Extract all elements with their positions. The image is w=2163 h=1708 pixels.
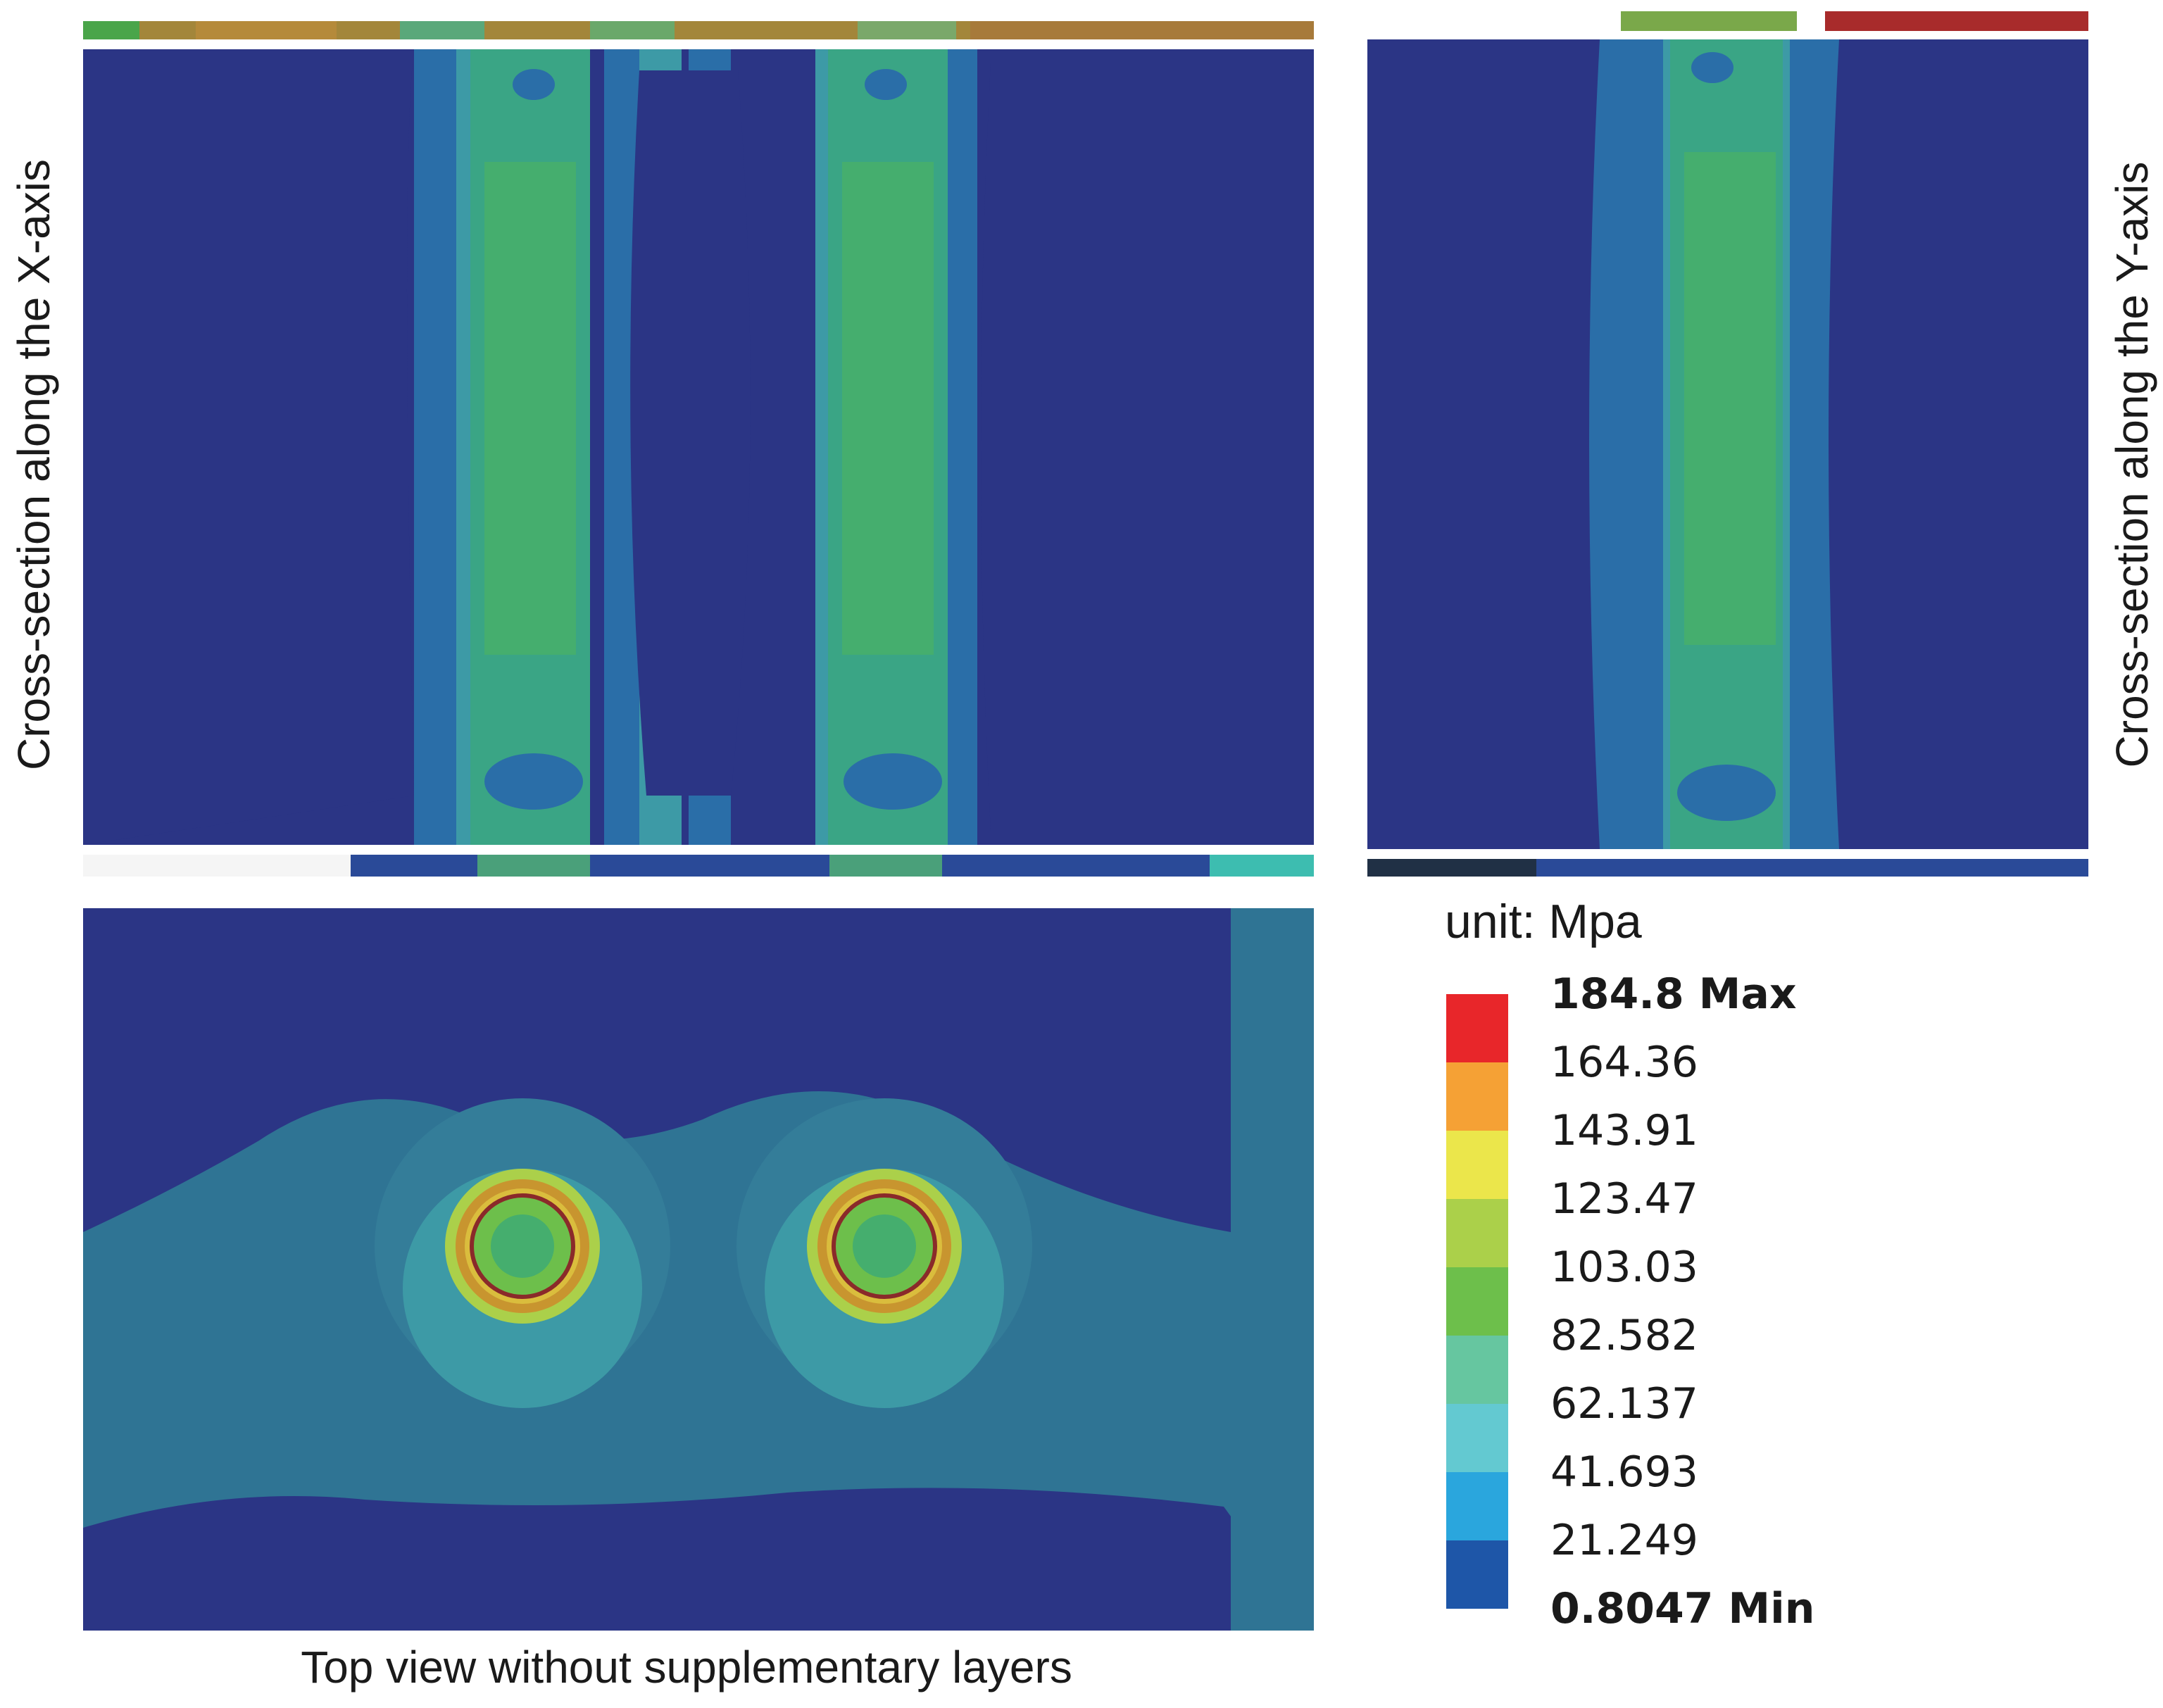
legend-level-label: 21.249 bbox=[1550, 1516, 1698, 1565]
legend-swatch bbox=[1446, 1472, 1508, 1540]
y-axis-cross-section-plot bbox=[1367, 11, 2088, 877]
x-axis-cross-section-plot bbox=[83, 21, 1314, 877]
legend-swatch bbox=[1446, 1131, 1508, 1199]
legend-level-label: 62.137 bbox=[1550, 1379, 1698, 1428]
legend-swatch bbox=[1446, 1267, 1508, 1336]
legend-swatch bbox=[1446, 1062, 1508, 1131]
top-view-caption: Top view without supplementary layers bbox=[301, 1642, 1072, 1693]
y-axis-caption: Cross-section along the Y-axis bbox=[2107, 161, 2157, 768]
legend-level-label: 143.91 bbox=[1550, 1106, 1698, 1155]
legend-level-label: 0.8047 Min bbox=[1550, 1584, 1815, 1633]
legend-unit: unit: Mpa bbox=[1445, 895, 1642, 948]
x-axis-caption: Cross-section along the X-axis bbox=[8, 159, 59, 770]
legend-swatch bbox=[1446, 994, 1508, 1062]
legend-level-label: 82.582 bbox=[1550, 1311, 1698, 1360]
legend-level-label: 123.47 bbox=[1550, 1174, 1698, 1224]
legend-swatch bbox=[1446, 1404, 1508, 1472]
legend-level-label: 41.693 bbox=[1550, 1448, 1698, 1497]
legend-level-label: 103.03 bbox=[1550, 1243, 1698, 1292]
legend-level-label: 164.36 bbox=[1550, 1038, 1698, 1087]
stress-legend: unit: Mpa 184.8 Max 164.36 143.91 123.47 103… bbox=[1445, 894, 2149, 1640]
top-view-plot bbox=[83, 908, 1314, 1631]
legend-color-scale bbox=[1446, 994, 1508, 1609]
legend-swatch bbox=[1446, 1199, 1508, 1267]
legend-level-label: 184.8 Max bbox=[1550, 969, 1797, 1019]
legend-swatch bbox=[1446, 1336, 1508, 1404]
legend-swatch bbox=[1446, 1540, 1508, 1609]
